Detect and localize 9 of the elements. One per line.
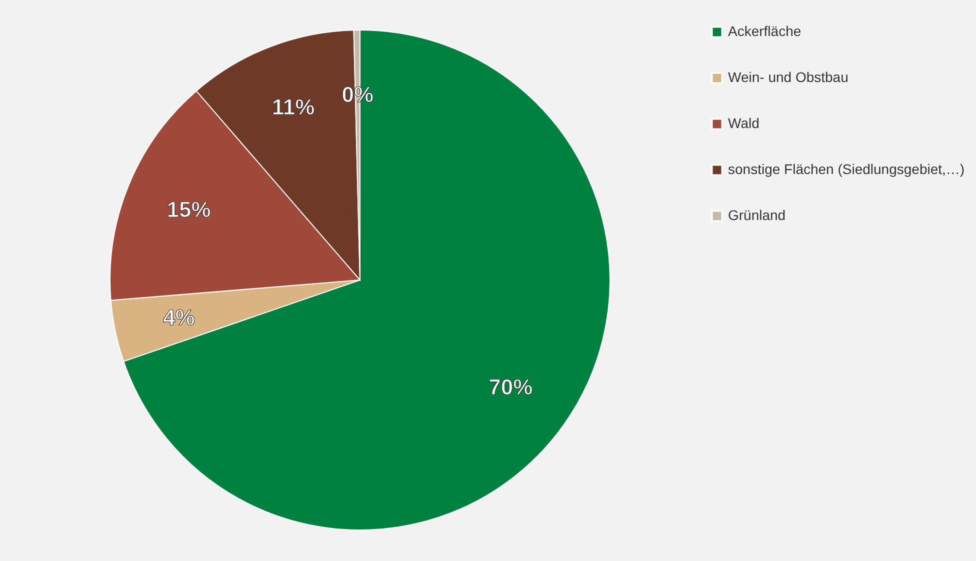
legend-label: Wald bbox=[728, 115, 760, 131]
data-label: 70% bbox=[488, 374, 533, 400]
data-label: 15% bbox=[166, 197, 211, 222]
legend-label: Wein- und Obstbau bbox=[728, 69, 848, 85]
legend-label: Grünland bbox=[728, 207, 786, 223]
data-label: 11% bbox=[272, 94, 315, 120]
legend-label: sonstige Flächen (Siedlungsgebiet,…) bbox=[728, 161, 965, 177]
data-label: 4% bbox=[163, 304, 195, 330]
legend-label: Ackerfläche bbox=[728, 23, 802, 39]
